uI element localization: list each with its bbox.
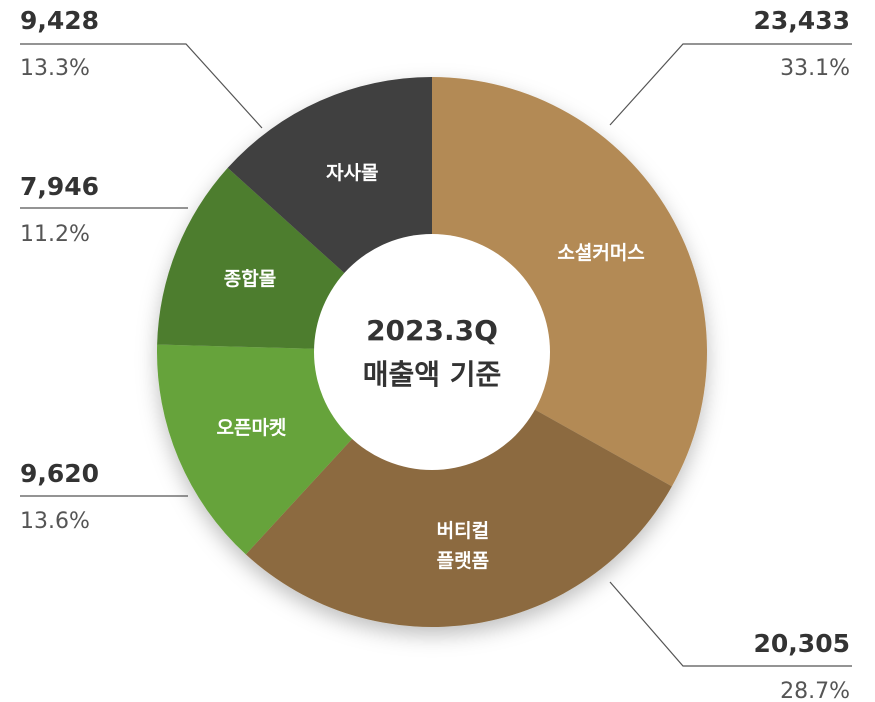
slice-label: 소셜커머스 [557,241,645,264]
slice-label: 오픈마켓 [216,417,287,440]
value-label: 9,428 [20,6,99,35]
wedge [245,352,672,628]
percent-label: 13.3% [20,56,90,81]
percent-label: 28.7% [780,679,850,702]
center-text: 매출액 기준 [363,358,502,391]
value-label: 20,305 [754,629,850,658]
leader-line [609,581,852,667]
donut-hole [314,234,550,470]
slice-label: 종합몰 [223,268,277,291]
leader-line [609,43,852,126]
value-label: 7,946 [20,172,99,201]
percent-label: 11.2% [20,222,90,247]
center-text: 2023.3Q [366,314,498,347]
slice-label: 버티컬 플랫폼 [436,519,490,572]
percent-label: 33.1% [780,56,850,81]
value-label: 23,433 [754,6,850,35]
percent-label: 13.6% [20,509,90,534]
value-label: 9,620 [20,459,99,488]
leader-line [20,43,263,129]
slice-label: 자사몰 [326,161,379,184]
